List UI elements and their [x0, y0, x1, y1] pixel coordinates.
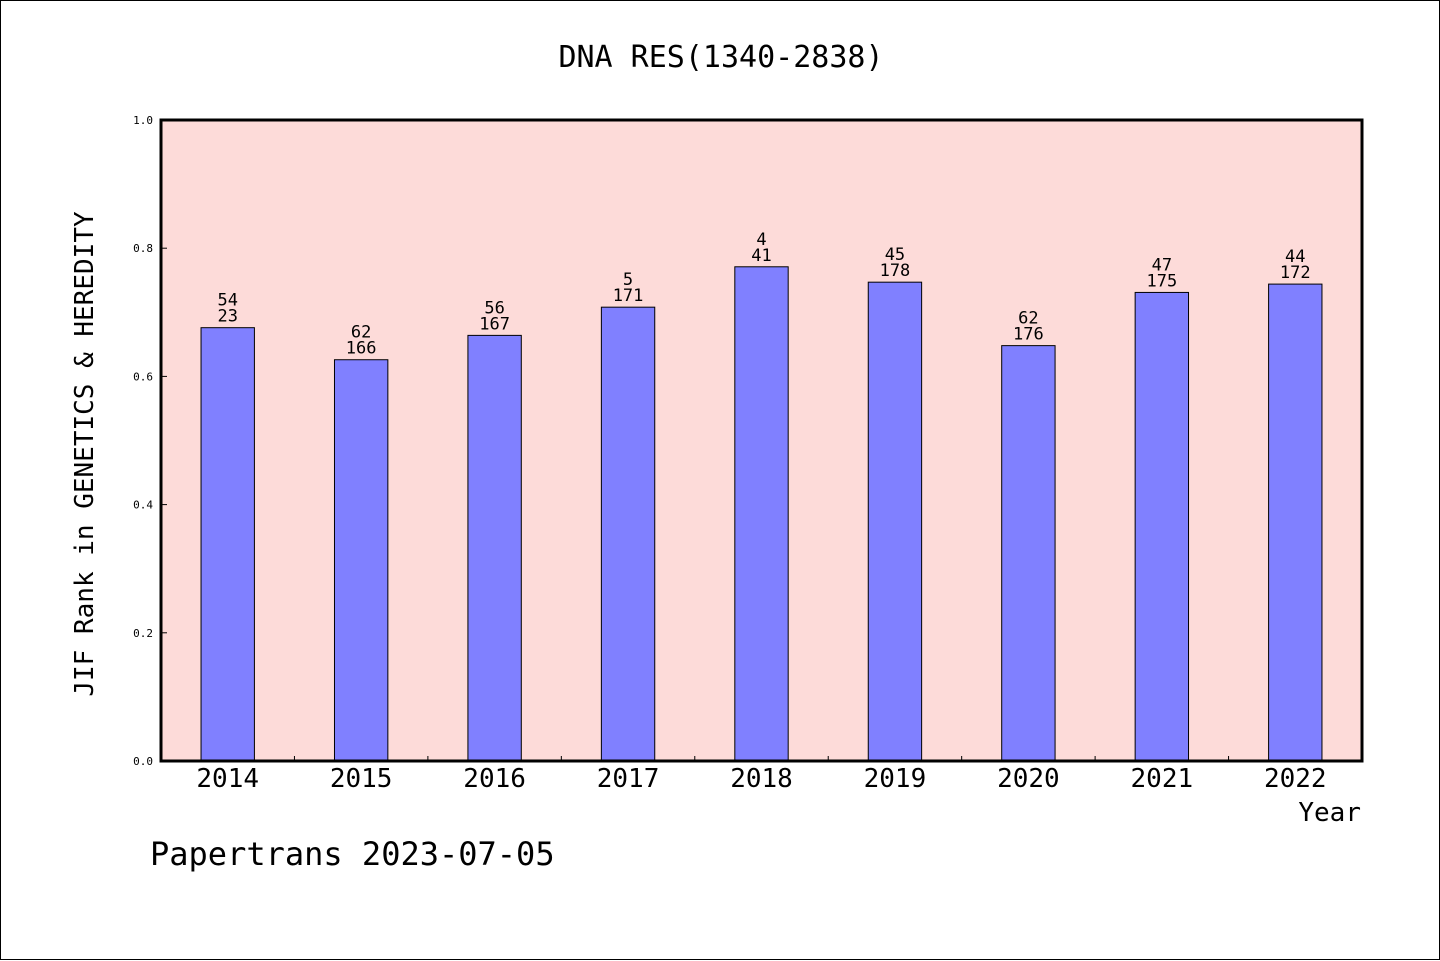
x-tick-label-2022: 2022 — [1264, 764, 1327, 794]
bar-label-2015-1: 62 — [351, 323, 371, 343]
bar-label-2017-1: 5 — [623, 270, 633, 290]
y-tick-label: 0.0 — [133, 755, 153, 768]
x-axis-label: Year — [1298, 798, 1361, 828]
bar-label-2022-1: 44 — [1285, 247, 1305, 267]
bar-label-2016-2: 167 — [479, 314, 510, 334]
y-tick-label: 0.4 — [133, 499, 153, 512]
bar-label-2019-2: 178 — [880, 261, 911, 281]
bar-label-2015-2: 166 — [346, 339, 377, 359]
bar-label-2016-1: 56 — [484, 298, 504, 318]
bar-label-2021-1: 47 — [1152, 255, 1172, 275]
x-tick-label-2020: 2020 — [997, 764, 1060, 794]
bar-2020 — [1001, 345, 1056, 762]
axis-ticks-group: 2014 2015 2016 2017 2018 2019 2020 2021 2022 0.0 0… — [133, 114, 1326, 794]
bar-label-2021-2: 175 — [1146, 271, 1177, 291]
bar-label-2020-2: 176 — [1013, 325, 1044, 345]
bar-2019 — [867, 281, 923, 762]
x-tick-label-2021: 2021 — [1131, 764, 1194, 794]
footer-credit: Papertrans 2023-07-05 — [150, 835, 555, 873]
bar-label-2014-2: 23 — [217, 307, 237, 327]
bar-label-2018-1: 4 — [756, 230, 766, 250]
bar-label-2019-1: 45 — [885, 245, 905, 265]
bar-2014 — [200, 327, 255, 762]
bar-2016 — [467, 334, 522, 762]
y-tick-label: 0.8 — [133, 242, 153, 255]
bar-2021 — [1134, 291, 1190, 762]
x-tick-label-2018: 2018 — [730, 764, 793, 794]
x-tick-label-2015: 2015 — [330, 764, 393, 794]
chart-title: DNA RES(1340-2838) — [558, 40, 883, 75]
bar-2022 — [1268, 283, 1323, 762]
x-tick-label-2016: 2016 — [463, 764, 526, 794]
y-tick-label: 1.0 — [133, 114, 153, 127]
x-tick-label-2014: 2014 — [196, 764, 259, 794]
x-tick-label-2019: 2019 — [864, 764, 927, 794]
y-tick-label: 0.2 — [133, 627, 153, 640]
plot-border — [159, 118, 1364, 763]
bar-label-2017-2: 171 — [613, 286, 644, 306]
bar-label-2018-2: 41 — [751, 246, 771, 266]
bar-label-2022-2: 172 — [1280, 263, 1311, 283]
bar-2018 — [734, 266, 789, 762]
y-tick-label: 0.6 — [133, 370, 153, 383]
bar-label-2020-1: 62 — [1018, 309, 1038, 329]
bar-2015 — [333, 359, 389, 762]
bar-2017 — [600, 306, 656, 762]
x-tick-label-2017: 2017 — [597, 764, 660, 794]
y-axis-label: JIF Rank in GENETICS & HEREDITY — [70, 211, 100, 697]
bar-label-2014-1: 54 — [217, 291, 237, 311]
